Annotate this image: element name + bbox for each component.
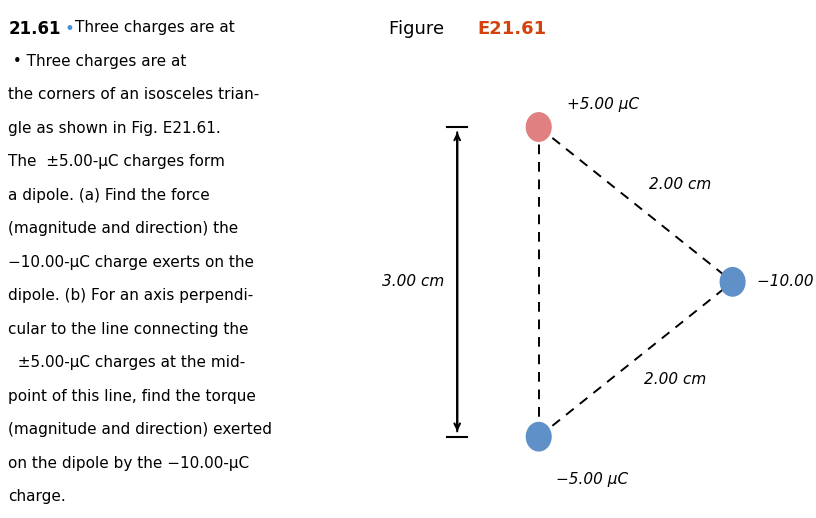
Text: gle as shown in Fig. E21.61.: gle as shown in Fig. E21.61. [8,121,221,136]
Text: 2.00 cm: 2.00 cm [649,177,711,192]
Text: ±5.00-μC charges at the mid-: ±5.00-μC charges at the mid- [8,355,246,370]
Text: cular to the line connecting the: cular to the line connecting the [8,322,249,337]
Text: 21.61: 21.61 [8,20,60,38]
Text: •: • [64,20,74,38]
Text: Three charges are at: Three charges are at [75,20,235,35]
Text: dipole. (b) For an axis perpendi-: dipole. (b) For an axis perpendi- [8,289,254,304]
Text: charge.: charge. [8,490,66,505]
Text: • Three charges are at: • Three charges are at [8,54,187,69]
Text: point of this line, find the torque: point of this line, find the torque [8,389,256,404]
Circle shape [721,268,745,296]
Text: 2.00 cm: 2.00 cm [645,372,707,387]
Text: a dipole. (a) Find the force: a dipole. (a) Find the force [8,188,210,203]
Text: the corners of an isosceles trian-: the corners of an isosceles trian- [8,88,259,103]
Text: 3.00 cm: 3.00 cm [382,275,444,290]
Text: E21.61: E21.61 [477,20,546,38]
Text: +5.00 μC: +5.00 μC [567,97,640,112]
Text: −5.00 μC: −5.00 μC [557,472,628,487]
Text: −10.00 μC: −10.00 μC [757,275,816,290]
Text: −10.00-μC charge exerts on the: −10.00-μC charge exerts on the [8,255,254,270]
Text: Figure: Figure [389,20,450,38]
Text: The  ±5.00-μC charges form: The ±5.00-μC charges form [8,154,225,169]
Text: on the dipole by the −10.00-μC: on the dipole by the −10.00-μC [8,456,249,471]
Text: (magnitude and direction) exerted: (magnitude and direction) exerted [8,423,273,438]
Circle shape [526,113,551,141]
Circle shape [526,423,551,451]
Text: (magnitude and direction) the: (magnitude and direction) the [8,221,238,236]
